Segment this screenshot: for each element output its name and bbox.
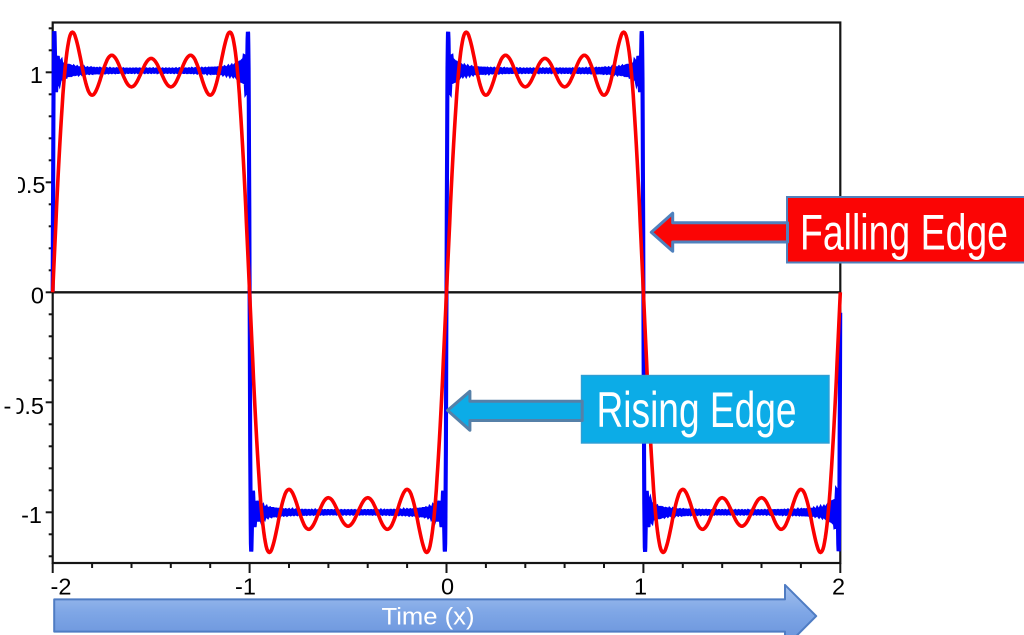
svg-text:Falling Edge: Falling Edge xyxy=(800,205,1008,261)
svg-text:2: 2 xyxy=(832,574,845,600)
svg-text:0.5: 0.5 xyxy=(13,172,46,198)
svg-text:1: 1 xyxy=(30,62,43,88)
svg-text:0: 0 xyxy=(31,283,44,309)
svg-text:Time (x): Time (x) xyxy=(382,604,475,631)
svg-text:-0.5: -0.5 xyxy=(4,393,45,419)
svg-text:1: 1 xyxy=(634,574,647,600)
svg-text:-1: -1 xyxy=(235,574,256,600)
svg-text:-2: -2 xyxy=(51,574,72,600)
svg-text:Rising Edge: Rising Edge xyxy=(597,382,797,438)
svg-text:0: 0 xyxy=(441,574,454,600)
svg-text:-1: -1 xyxy=(21,502,42,528)
